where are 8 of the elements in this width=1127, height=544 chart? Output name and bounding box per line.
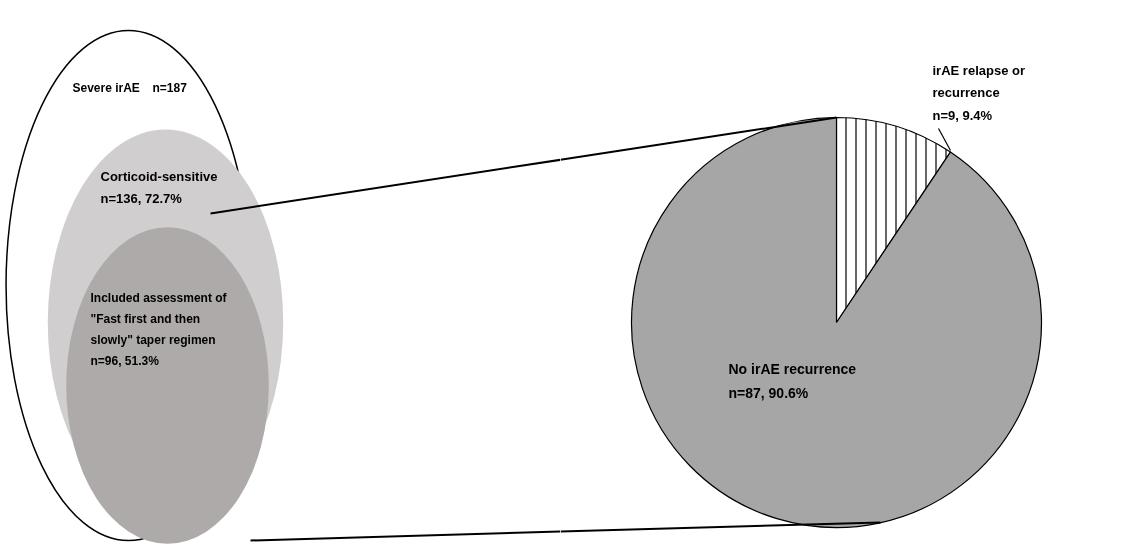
data-label: n=9, 9.4% bbox=[932, 107, 993, 123]
data-label: n=96, 51.3% bbox=[90, 353, 160, 368]
data-label: n=187 bbox=[152, 80, 188, 95]
category-label: Severe irAE bbox=[72, 80, 140, 95]
data-label: n=87, 90.6% bbox=[728, 384, 809, 401]
category-label: Corticoid-sensitive bbox=[100, 168, 218, 184]
data-label: n=136, 72.7% bbox=[100, 191, 183, 206]
slice-label: No irAE recurrence bbox=[728, 360, 857, 377]
